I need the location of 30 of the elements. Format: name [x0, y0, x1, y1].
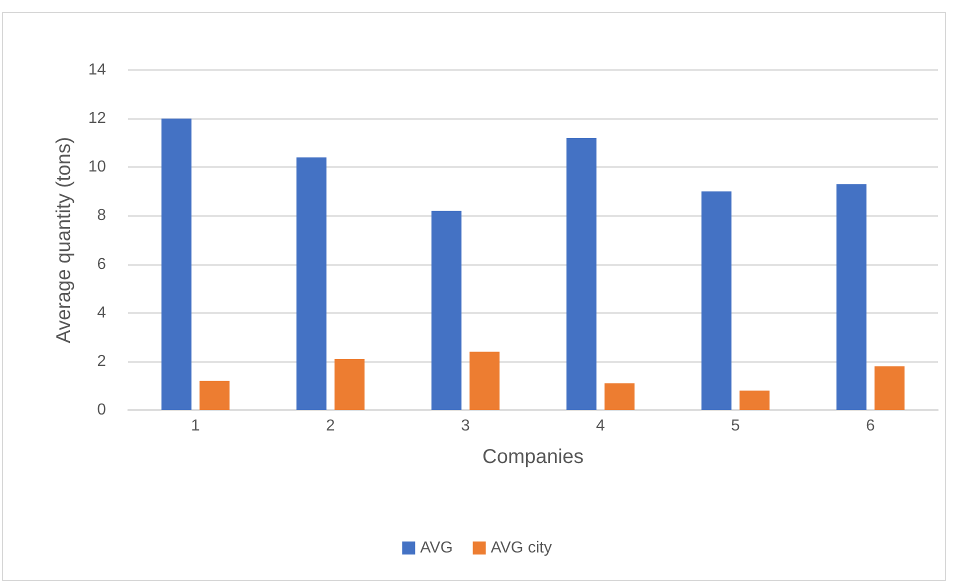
x-tick-label: 6	[866, 418, 876, 434]
bar	[566, 138, 596, 410]
legend-label: AVG city	[490, 540, 552, 556]
bar	[470, 352, 500, 410]
bar	[740, 390, 770, 410]
y-tick-label: 2	[97, 352, 106, 370]
x-tick-label: 5	[731, 418, 740, 434]
y-axis-title: Average quantity (tons)	[53, 136, 75, 344]
y-tick-label: 8	[97, 207, 106, 224]
x-tick-label: 1	[191, 418, 200, 434]
y-tick-label: 0	[97, 402, 106, 418]
bar	[874, 366, 905, 410]
bar	[836, 184, 866, 410]
x-axis-title: Companies	[482, 446, 584, 468]
y-tick-label: 6	[97, 256, 106, 273]
bar	[296, 157, 326, 410]
bar	[604, 383, 635, 410]
y-tick-label: 10	[88, 158, 106, 176]
y-tick-label: 14	[88, 62, 106, 78]
x-tick-label: 2	[326, 418, 336, 434]
y-tick-label: 4	[97, 304, 106, 322]
bar	[431, 210, 462, 410]
bar	[161, 118, 192, 410]
x-tick-label: 4	[596, 418, 606, 434]
y-tick-label: 12	[88, 110, 106, 128]
x-tick-label: 3	[461, 418, 470, 434]
bar	[200, 380, 230, 410]
legend-label: AVG	[420, 540, 453, 556]
bar	[701, 191, 732, 410]
bar	[334, 359, 365, 410]
